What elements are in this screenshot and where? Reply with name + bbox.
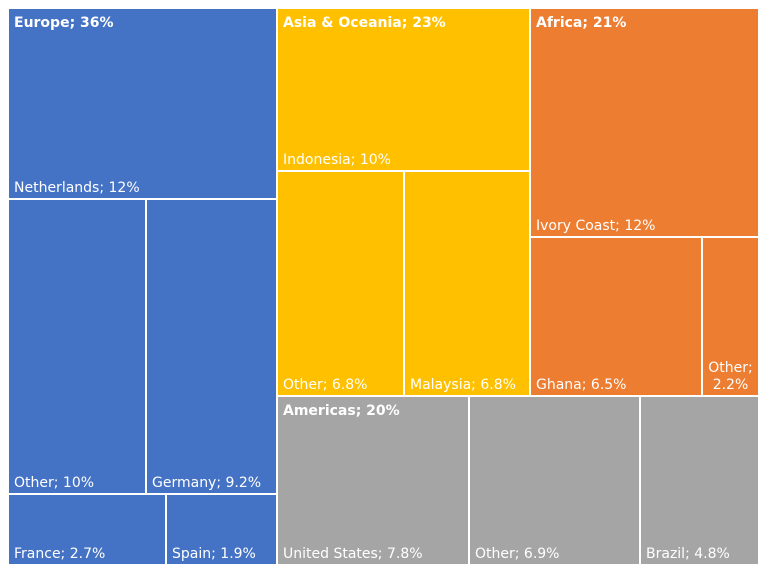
treemap-group-label-asia-and-oceania: Asia & Oceania; 23% bbox=[283, 15, 446, 31]
treemap-label-africa-ghana: Ghana; 6.5% bbox=[536, 377, 627, 393]
treemap-cell-asia-and-oceania-malaysia bbox=[403, 170, 531, 397]
treemap-cell-africa-ghana bbox=[529, 236, 703, 397]
treemap-cell-europe-other bbox=[7, 198, 147, 495]
treemap-cell-americas-united-states bbox=[276, 395, 470, 566]
treemap-cell-americas-brazil bbox=[639, 395, 760, 566]
treemap-cell-africa-ivory-coast bbox=[529, 7, 760, 238]
treemap-label-americas-united-states: United States; 7.8% bbox=[283, 546, 423, 562]
treemap-label-europe-other: Other; 10% bbox=[14, 475, 94, 491]
treemap-label-asia-and-oceania-other: Other; 6.8% bbox=[283, 377, 368, 393]
treemap-label-americas-other: Other; 6.9% bbox=[475, 546, 560, 562]
treemap-cell-asia-and-oceania-other bbox=[276, 170, 405, 397]
treemap-label-europe-spain: Spain; 1.9% bbox=[172, 546, 256, 562]
treemap-label-europe-france: France; 2.7% bbox=[14, 546, 105, 562]
treemap-cell-europe-spain bbox=[165, 493, 278, 566]
treemap-cell-europe-netherlands bbox=[7, 7, 278, 200]
treemap-group-label-africa: Africa; 21% bbox=[536, 15, 626, 31]
treemap-cell-europe-germany bbox=[145, 198, 278, 495]
treemap-cell-europe-france bbox=[7, 493, 167, 566]
treemap-cell-asia-and-oceania-indonesia bbox=[276, 7, 531, 172]
treemap-label-africa-ivory-coast: Ivory Coast; 12% bbox=[536, 218, 655, 234]
treemap-label-europe-netherlands: Netherlands; 12% bbox=[14, 180, 140, 196]
treemap-label-asia-and-oceania-indonesia: Indonesia; 10% bbox=[283, 152, 391, 168]
treemap-label-europe-germany: Germany; 9.2% bbox=[152, 475, 261, 491]
treemap-label-africa-other: Other; 2.2% bbox=[708, 360, 752, 393]
treemap-group-label-europe: Europe; 36% bbox=[14, 15, 114, 31]
treemap-group-label-americas: Americas; 20% bbox=[283, 403, 400, 419]
treemap-label-americas-brazil: Brazil; 4.8% bbox=[646, 546, 730, 562]
treemap-label-asia-and-oceania-malaysia: Malaysia; 6.8% bbox=[410, 377, 516, 393]
treemap-cell-americas-other bbox=[468, 395, 641, 566]
